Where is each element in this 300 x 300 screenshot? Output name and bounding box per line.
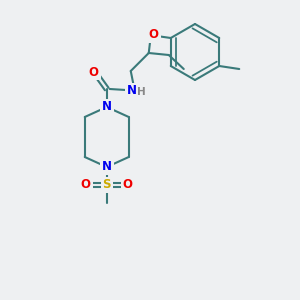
Text: S: S <box>103 178 111 191</box>
Text: O: O <box>89 65 99 79</box>
Text: N: N <box>127 85 137 98</box>
Text: N: N <box>102 160 112 173</box>
Text: O: O <box>123 178 133 191</box>
Text: N: N <box>102 100 112 113</box>
Text: H: H <box>137 87 146 97</box>
Text: O: O <box>149 28 159 41</box>
Text: O: O <box>81 178 91 191</box>
